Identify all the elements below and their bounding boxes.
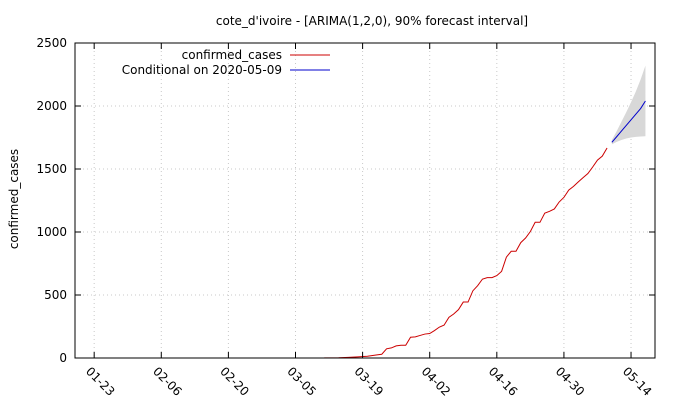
y-tick-label: 0 bbox=[59, 351, 67, 365]
forecast-interval-band bbox=[611, 65, 646, 145]
y-tick-label: 2000 bbox=[36, 99, 67, 113]
series-lines bbox=[324, 100, 646, 359]
y-axis-label: confirmed_cases bbox=[7, 149, 21, 249]
y-tick-label: 1500 bbox=[36, 162, 67, 176]
y-tick-label: 500 bbox=[44, 288, 67, 302]
legend-label: Conditional on 2020-05-09 bbox=[122, 63, 282, 77]
y-tick-label: 2500 bbox=[36, 36, 67, 50]
chart-title: cote_d'ivoire - [ARIMA(1,2,0), 90% forec… bbox=[216, 14, 528, 28]
grid-lines bbox=[75, 43, 655, 358]
plot-frame bbox=[74, 42, 656, 359]
y-tick-label: 1000 bbox=[36, 225, 67, 239]
forecast-line bbox=[611, 100, 646, 143]
forecast-interval bbox=[611, 65, 646, 145]
legend-label: confirmed_cases bbox=[182, 48, 282, 62]
confirmed-cases-line bbox=[324, 147, 608, 359]
